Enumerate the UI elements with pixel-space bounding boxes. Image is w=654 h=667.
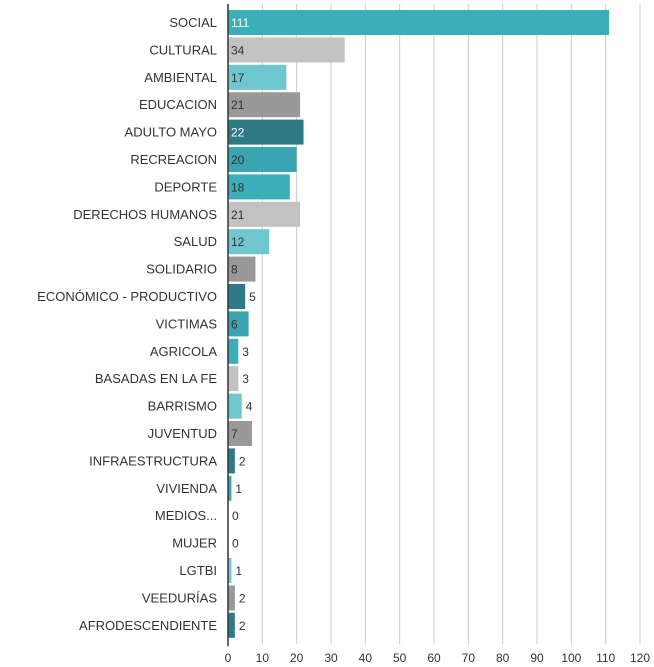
bar [228,448,235,474]
x-tick-label: 50 [393,651,407,665]
data-label: 20 [231,153,245,167]
x-tick-label: 90 [530,651,544,665]
bar [228,229,270,255]
gridlines [261,4,641,645]
bar [228,585,235,611]
x-tick-label: 110 [596,651,615,665]
data-label: 0 [232,509,239,523]
category-labels: SOCIAL CULTURAL AMBIENTAL EDUCACION ADULTO M… [37,15,217,633]
data-label: 7 [231,427,238,441]
bar [228,119,304,145]
category-label: JUVENTUD [148,426,217,441]
category-label: AFRODESCENDIENTE [79,618,217,633]
x-tick-label: 30 [324,651,338,665]
category-label: DEPORTE [154,179,217,194]
data-label: 6 [231,317,238,331]
x-tick-label: 70 [462,651,476,665]
bar [228,475,232,501]
category-label: INFRAESTRUCTURA [89,453,217,468]
x-tick-label: 120 [630,651,650,665]
bars [228,10,610,638]
x-tick-label: 0 [225,651,232,665]
category-label: ADULTO MAYO [125,125,217,140]
bar [228,37,345,63]
bar [228,147,297,172]
category-label: SOLIDARIO [146,262,217,277]
x-tick-label: 40 [359,651,373,665]
data-label: 8 [231,263,238,277]
x-tick-label: 10 [256,651,270,665]
bar [228,10,610,35]
category-label: SALUD [174,234,217,249]
category-label: RECREACION [130,152,217,167]
category-label: DERECHOS HUMANOS [73,207,217,222]
bar [228,338,239,364]
x-tick-label: 60 [427,651,441,665]
data-label: 12 [231,235,245,249]
bar [228,92,301,118]
category-label: AGRICOLA [150,344,218,359]
category-label: AMBIENTAL [144,70,217,85]
data-label: 1 [235,482,242,496]
data-label: 21 [231,98,245,112]
data-label: 21 [231,208,245,222]
category-label: BASADAS EN LA FE [95,371,217,386]
bar [228,284,246,309]
x-tick-label: 100 [561,651,581,665]
category-label: LGTBI [179,563,217,578]
data-label: 17 [231,71,245,85]
bar [228,174,290,200]
data-label: 5 [249,290,256,304]
bar [228,64,287,90]
x-axis-ticks: 0 10 20 30 40 50 60 70 80 90 100 110 120 [225,651,651,665]
bar [228,421,253,446]
data-label: 18 [231,180,245,194]
bar [228,558,232,583]
category-label: BARRISMO [148,399,217,414]
category-label: VIVIENDA [156,481,217,496]
data-label: 2 [239,454,246,468]
data-label: 2 [239,619,246,633]
data-label: 111 [231,16,250,30]
category-label: EDUCACION [139,97,217,112]
bar [228,612,235,638]
bar [228,201,301,227]
category-label: MUJER [172,536,217,551]
category-label: ECONÓMICO - PRODUCTIVO [37,289,217,304]
data-label: 0 [232,537,239,551]
bar [228,256,256,282]
data-label: 34 [231,43,245,57]
x-tick-label: 80 [496,651,510,665]
data-label: 4 [246,400,253,414]
data-label: 3 [242,372,249,386]
data-label: 2 [239,591,246,605]
category-label: MEDIOS... [155,508,217,523]
bar [228,366,239,392]
data-label: 3 [242,345,249,359]
category-label: CULTURAL [149,42,217,57]
category-label: SOCIAL [169,15,217,30]
data-label: 22 [231,126,245,140]
category-label: VEEDURÍAS [142,590,217,605]
bar [228,393,242,419]
category-label: VICTIMAS [156,316,218,331]
x-tick-label: 20 [290,651,304,665]
data-label: 1 [235,564,242,578]
bar [228,311,249,337]
